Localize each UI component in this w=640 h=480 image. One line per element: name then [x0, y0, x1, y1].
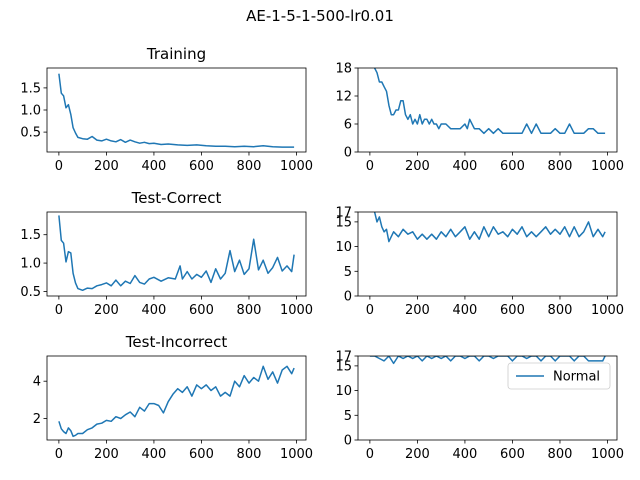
- x-tick-label: 800: [237, 303, 262, 318]
- x-tick-label: 400: [142, 303, 167, 318]
- y-tick-label: 10: [335, 384, 352, 399]
- y-tick-label: 0: [344, 146, 352, 161]
- x-tick-label: 200: [94, 159, 119, 174]
- x-tick-label: 1000: [591, 159, 624, 174]
- x-tick-label: 400: [453, 159, 478, 174]
- x-tick-label: 0: [55, 159, 63, 174]
- subplot-5: 0 200 400 600 800 1000 2 4 Test-Incorrect: [33, 333, 313, 462]
- x-tick-label: 400: [142, 159, 167, 174]
- figure-title: AE-1-5-1-500-lr0.01: [246, 7, 394, 25]
- y-tick-label: 5: [344, 409, 352, 424]
- x-tick-label: 200: [405, 159, 430, 174]
- y-tick-label: 6: [344, 118, 352, 133]
- x-tick-label: 0: [55, 303, 63, 318]
- x-tick-label: 200: [94, 447, 119, 462]
- series-line-2-1: [375, 68, 605, 133]
- y-tick-label: 0.5: [20, 126, 41, 141]
- subplot-title: Test-Correct: [131, 189, 222, 207]
- y-tick-label: 18: [335, 62, 352, 77]
- x-tick-label: 600: [500, 447, 525, 462]
- x-tick-label: 800: [237, 447, 262, 462]
- x-tick-label: 0: [366, 303, 374, 318]
- subplot-1: 0 200 400 600 800 1000 0.5 1.0 1.5 Training: [20, 45, 313, 174]
- x-tick-label: 400: [453, 303, 478, 318]
- x-tick-label: 400: [453, 447, 478, 462]
- x-tick-label: 1000: [591, 447, 624, 462]
- x-tick-label: 200: [94, 303, 119, 318]
- y-tick-label: 1.0: [20, 104, 41, 119]
- x-tick-label: 0: [366, 447, 374, 462]
- subplot-title: Test-Incorrect: [125, 333, 228, 351]
- x-tick-label: 800: [237, 159, 262, 174]
- x-tick-label: 600: [189, 303, 214, 318]
- x-tick-label: 200: [405, 447, 430, 462]
- series-line-1-1: [59, 74, 294, 147]
- x-tick-label: 1000: [280, 447, 313, 462]
- subplot-title: Training: [146, 45, 206, 63]
- x-tick-label: 800: [548, 303, 573, 318]
- y-tick-label: 1.5: [20, 228, 41, 243]
- x-tick-label: 600: [500, 159, 525, 174]
- y-tick-label: 0.5: [20, 285, 41, 300]
- y-tick-label: 0: [344, 290, 352, 305]
- y-tick-label: 5: [344, 265, 352, 280]
- axes-frame: [47, 356, 306, 440]
- series-line-6-1: [370, 356, 605, 363]
- subplot-2: 0 200 400 600 800 1000 0 6 12 18: [335, 62, 624, 175]
- y-tick-label: 12: [335, 90, 352, 105]
- y-tick-label: 17: [335, 206, 352, 221]
- x-tick-label: 0: [366, 159, 374, 174]
- x-tick-label: 1000: [591, 303, 624, 318]
- legend: Normal: [508, 363, 610, 389]
- y-tick-label: 1.5: [20, 81, 41, 96]
- x-tick-label: 800: [548, 447, 573, 462]
- x-tick-label: 200: [405, 303, 430, 318]
- x-tick-label: 0: [55, 447, 63, 462]
- y-tick-label: 4: [33, 375, 41, 390]
- legend-label: Normal: [553, 370, 600, 385]
- axes-frame: [47, 212, 306, 296]
- y-tick-label: 2: [33, 412, 41, 427]
- x-tick-label: 400: [142, 447, 167, 462]
- y-tick-label: 1.0: [20, 257, 41, 272]
- y-tick-label: 10: [335, 240, 352, 255]
- series-line-5-1: [59, 366, 294, 436]
- x-tick-label: 600: [189, 447, 214, 462]
- series-line-3-1: [59, 215, 294, 290]
- y-tick-label: 0: [344, 434, 352, 449]
- x-tick-label: 1000: [280, 159, 313, 174]
- x-tick-label: 1000: [280, 303, 313, 318]
- subplot-3: 0 200 400 600 800 1000 0.5 1.0 1.5 Test-Correct: [20, 189, 313, 318]
- y-tick-label: 17: [335, 350, 352, 365]
- x-tick-label: 600: [189, 159, 214, 174]
- x-tick-label: 600: [500, 303, 525, 318]
- x-tick-label: 800: [548, 159, 573, 174]
- series-line-4-1: [375, 212, 605, 242]
- axes-frame: [358, 212, 617, 296]
